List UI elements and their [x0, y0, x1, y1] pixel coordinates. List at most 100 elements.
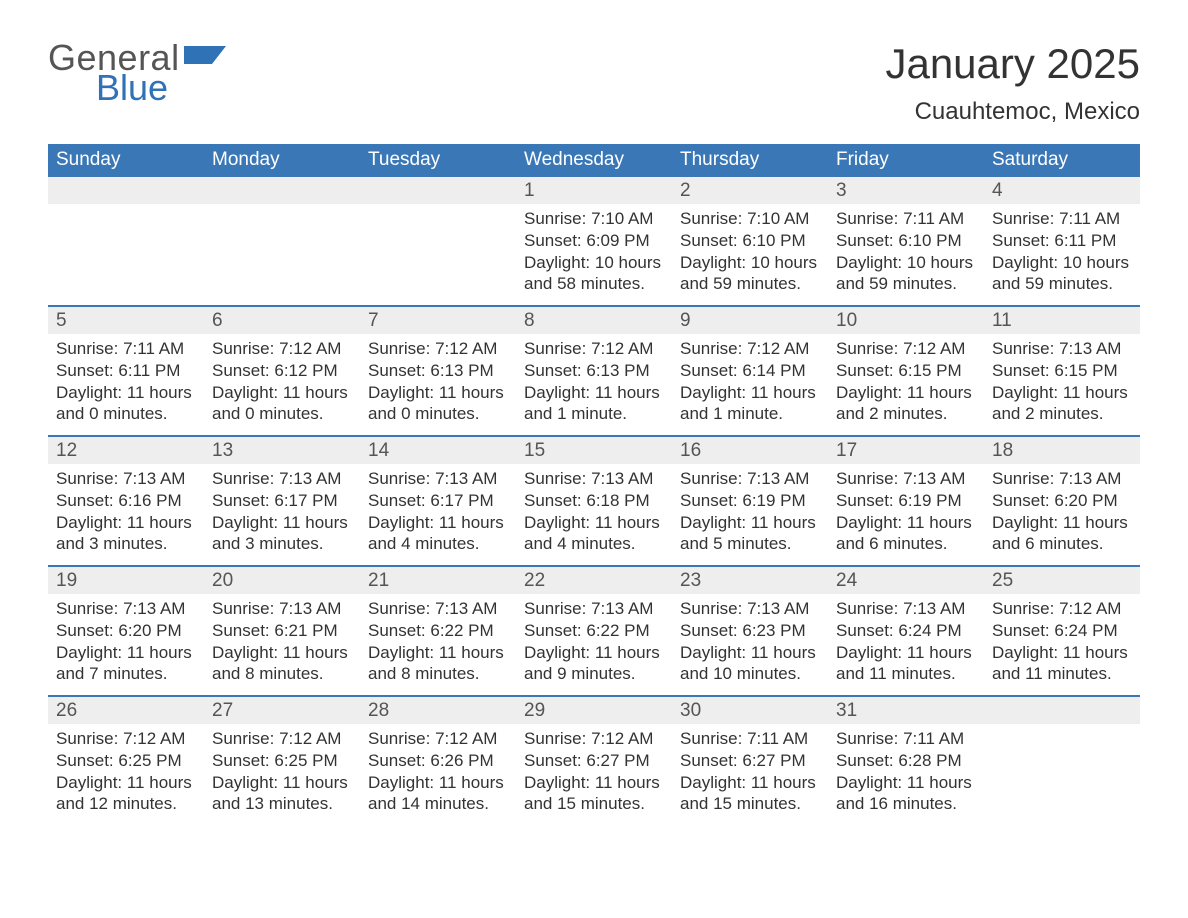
- day-number: 9: [672, 307, 828, 334]
- day-daylight1: Daylight: 11 hours: [680, 642, 820, 664]
- day-body: Sunrise: 7:12 AMSunset: 6:25 PMDaylight:…: [204, 724, 360, 815]
- weekday-header: Monday: [204, 144, 360, 175]
- day-number: [984, 697, 1140, 724]
- location-subtitle: Cuauhtemoc, Mexico: [885, 98, 1140, 126]
- day-number: 31: [828, 697, 984, 724]
- day-sunrise: Sunrise: 7:12 AM: [524, 728, 664, 750]
- day-body: Sunrise: 7:13 AMSunset: 6:19 PMDaylight:…: [672, 464, 828, 555]
- day-sunrise: Sunrise: 7:11 AM: [836, 208, 976, 230]
- day-cell: 9Sunrise: 7:12 AMSunset: 6:14 PMDaylight…: [672, 307, 828, 435]
- day-sunset: Sunset: 6:27 PM: [680, 750, 820, 772]
- day-number: 5: [48, 307, 204, 334]
- day-daylight2: and 11 minutes.: [992, 663, 1132, 685]
- day-number: 19: [48, 567, 204, 594]
- day-sunrise: Sunrise: 7:12 AM: [56, 728, 196, 750]
- day-body: Sunrise: 7:10 AMSunset: 6:09 PMDaylight:…: [516, 204, 672, 295]
- day-sunset: Sunset: 6:15 PM: [992, 360, 1132, 382]
- day-number: 23: [672, 567, 828, 594]
- day-sunset: Sunset: 6:21 PM: [212, 620, 352, 642]
- day-number: 4: [984, 177, 1140, 204]
- day-cell: 12 Sunrise: 7:13 AMSunset: 6:16 PMDayligh…: [48, 437, 204, 565]
- day-number: 7: [360, 307, 516, 334]
- day-daylight2: and 59 minutes.: [680, 273, 820, 295]
- day-cell: 3Sunrise: 7:11 AMSunset: 6:10 PMDaylight…: [828, 177, 984, 305]
- day-sunrise: Sunrise: 7:13 AM: [212, 598, 352, 620]
- day-sunrise: Sunrise: 7:13 AM: [368, 598, 508, 620]
- day-daylight1: Daylight: 10 hours: [992, 252, 1132, 274]
- day-number: 16: [672, 437, 828, 464]
- day-daylight1: Daylight: 11 hours: [56, 512, 196, 534]
- weekday-header-row: Sunday Monday Tuesday Wednesday Thursday…: [48, 144, 1140, 175]
- day-sunset: Sunset: 6:23 PM: [680, 620, 820, 642]
- day-daylight2: and 8 minutes.: [368, 663, 508, 685]
- day-sunrise: Sunrise: 7:12 AM: [524, 338, 664, 360]
- logo-flag-icon: [184, 46, 226, 76]
- day-body: Sunrise: 7:13 AMSunset: 6:21 PMDaylight:…: [204, 594, 360, 685]
- day-sunset: Sunset: 6:19 PM: [836, 490, 976, 512]
- day-number: 3: [828, 177, 984, 204]
- day-cell: 19Sunrise: 7:13 AMSunset: 6:20 PMDayligh…: [48, 567, 204, 695]
- day-body: Sunrise: 7:12 AMSunset: 6:15 PMDaylight:…: [828, 334, 984, 425]
- day-daylight1: Daylight: 11 hours: [56, 772, 196, 794]
- day-sunrise: Sunrise: 7:12 AM: [680, 338, 820, 360]
- day-body: Sunrise: 7:11 AMSunset: 6:10 PMDaylight:…: [828, 204, 984, 295]
- day-daylight1: Daylight: 11 hours: [524, 772, 664, 794]
- week-row: 5Sunrise: 7:11 AMSunset: 6:11 PMDaylight…: [48, 305, 1140, 435]
- day-body: Sunrise: 7:11 AMSunset: 6:11 PMDaylight:…: [48, 334, 204, 425]
- day-cell: [360, 177, 516, 305]
- day-number: 12: [48, 437, 204, 464]
- day-daylight1: Daylight: 11 hours: [524, 642, 664, 664]
- page-header: General Blue January 2025 Cuauhtemoc, Me…: [48, 40, 1140, 126]
- day-number: [360, 177, 516, 204]
- day-cell: 26Sunrise: 7:12 AMSunset: 6:25 PMDayligh…: [48, 697, 204, 825]
- brand-logo: General Blue: [48, 40, 226, 106]
- day-daylight1: Daylight: 11 hours: [368, 642, 508, 664]
- day-cell: 6Sunrise: 7:12 AMSunset: 6:12 PMDaylight…: [204, 307, 360, 435]
- day-cell: 11Sunrise: 7:13 AMSunset: 6:15 PMDayligh…: [984, 307, 1140, 435]
- day-sunrise: Sunrise: 7:11 AM: [680, 728, 820, 750]
- day-daylight2: and 15 minutes.: [524, 793, 664, 815]
- day-cell: 21Sunrise: 7:13 AMSunset: 6:22 PMDayligh…: [360, 567, 516, 695]
- day-daylight1: Daylight: 11 hours: [992, 382, 1132, 404]
- day-sunrise: Sunrise: 7:11 AM: [992, 208, 1132, 230]
- day-cell: 29Sunrise: 7:12 AMSunset: 6:27 PMDayligh…: [516, 697, 672, 825]
- day-cell: 16Sunrise: 7:13 AMSunset: 6:19 PMDayligh…: [672, 437, 828, 565]
- day-cell: [48, 177, 204, 305]
- day-daylight2: and 6 minutes.: [992, 533, 1132, 555]
- day-sunset: Sunset: 6:25 PM: [56, 750, 196, 772]
- day-number: [204, 177, 360, 204]
- day-cell: 23Sunrise: 7:13 AMSunset: 6:23 PMDayligh…: [672, 567, 828, 695]
- day-daylight2: and 5 minutes.: [680, 533, 820, 555]
- day-daylight1: Daylight: 11 hours: [368, 772, 508, 794]
- day-daylight2: and 59 minutes.: [992, 273, 1132, 295]
- day-cell: 20Sunrise: 7:13 AMSunset: 6:21 PMDayligh…: [204, 567, 360, 695]
- day-number: 17: [828, 437, 984, 464]
- day-sunrise: Sunrise: 7:13 AM: [56, 468, 196, 490]
- day-body: Sunrise: 7:11 AMSunset: 6:27 PMDaylight:…: [672, 724, 828, 815]
- calendar: Sunday Monday Tuesday Wednesday Thursday…: [48, 144, 1140, 825]
- day-daylight1: Daylight: 11 hours: [212, 382, 352, 404]
- day-daylight2: and 58 minutes.: [524, 273, 664, 295]
- day-daylight2: and 0 minutes.: [56, 403, 196, 425]
- day-daylight1: Daylight: 11 hours: [836, 382, 976, 404]
- day-cell: 4Sunrise: 7:11 AMSunset: 6:11 PMDaylight…: [984, 177, 1140, 305]
- day-daylight1: Daylight: 11 hours: [836, 772, 976, 794]
- weeks-container: 1Sunrise: 7:10 AMSunset: 6:09 PMDaylight…: [48, 175, 1140, 825]
- day-number: 13: [204, 437, 360, 464]
- day-sunrise: Sunrise: 7:12 AM: [212, 338, 352, 360]
- day-daylight2: and 0 minutes.: [368, 403, 508, 425]
- day-sunrise: Sunrise: 7:11 AM: [56, 338, 196, 360]
- day-number: [48, 177, 204, 204]
- weekday-header: Tuesday: [360, 144, 516, 175]
- day-body: Sunrise: 7:13 AMSunset: 6:20 PMDaylight:…: [984, 464, 1140, 555]
- day-sunset: Sunset: 6:25 PM: [212, 750, 352, 772]
- day-sunrise: Sunrise: 7:10 AM: [680, 208, 820, 230]
- day-body: Sunrise: 7:13 AMSunset: 6:15 PMDaylight:…: [984, 334, 1140, 425]
- day-sunset: Sunset: 6:16 PM: [56, 490, 196, 512]
- day-daylight2: and 0 minutes.: [212, 403, 352, 425]
- day-number: 6: [204, 307, 360, 334]
- week-row: 12 Sunrise: 7:13 AMSunset: 6:16 PMDayligh…: [48, 435, 1140, 565]
- day-body: Sunrise: 7:12 AMSunset: 6:25 PMDaylight:…: [48, 724, 204, 815]
- day-daylight2: and 4 minutes.: [368, 533, 508, 555]
- day-number: 24: [828, 567, 984, 594]
